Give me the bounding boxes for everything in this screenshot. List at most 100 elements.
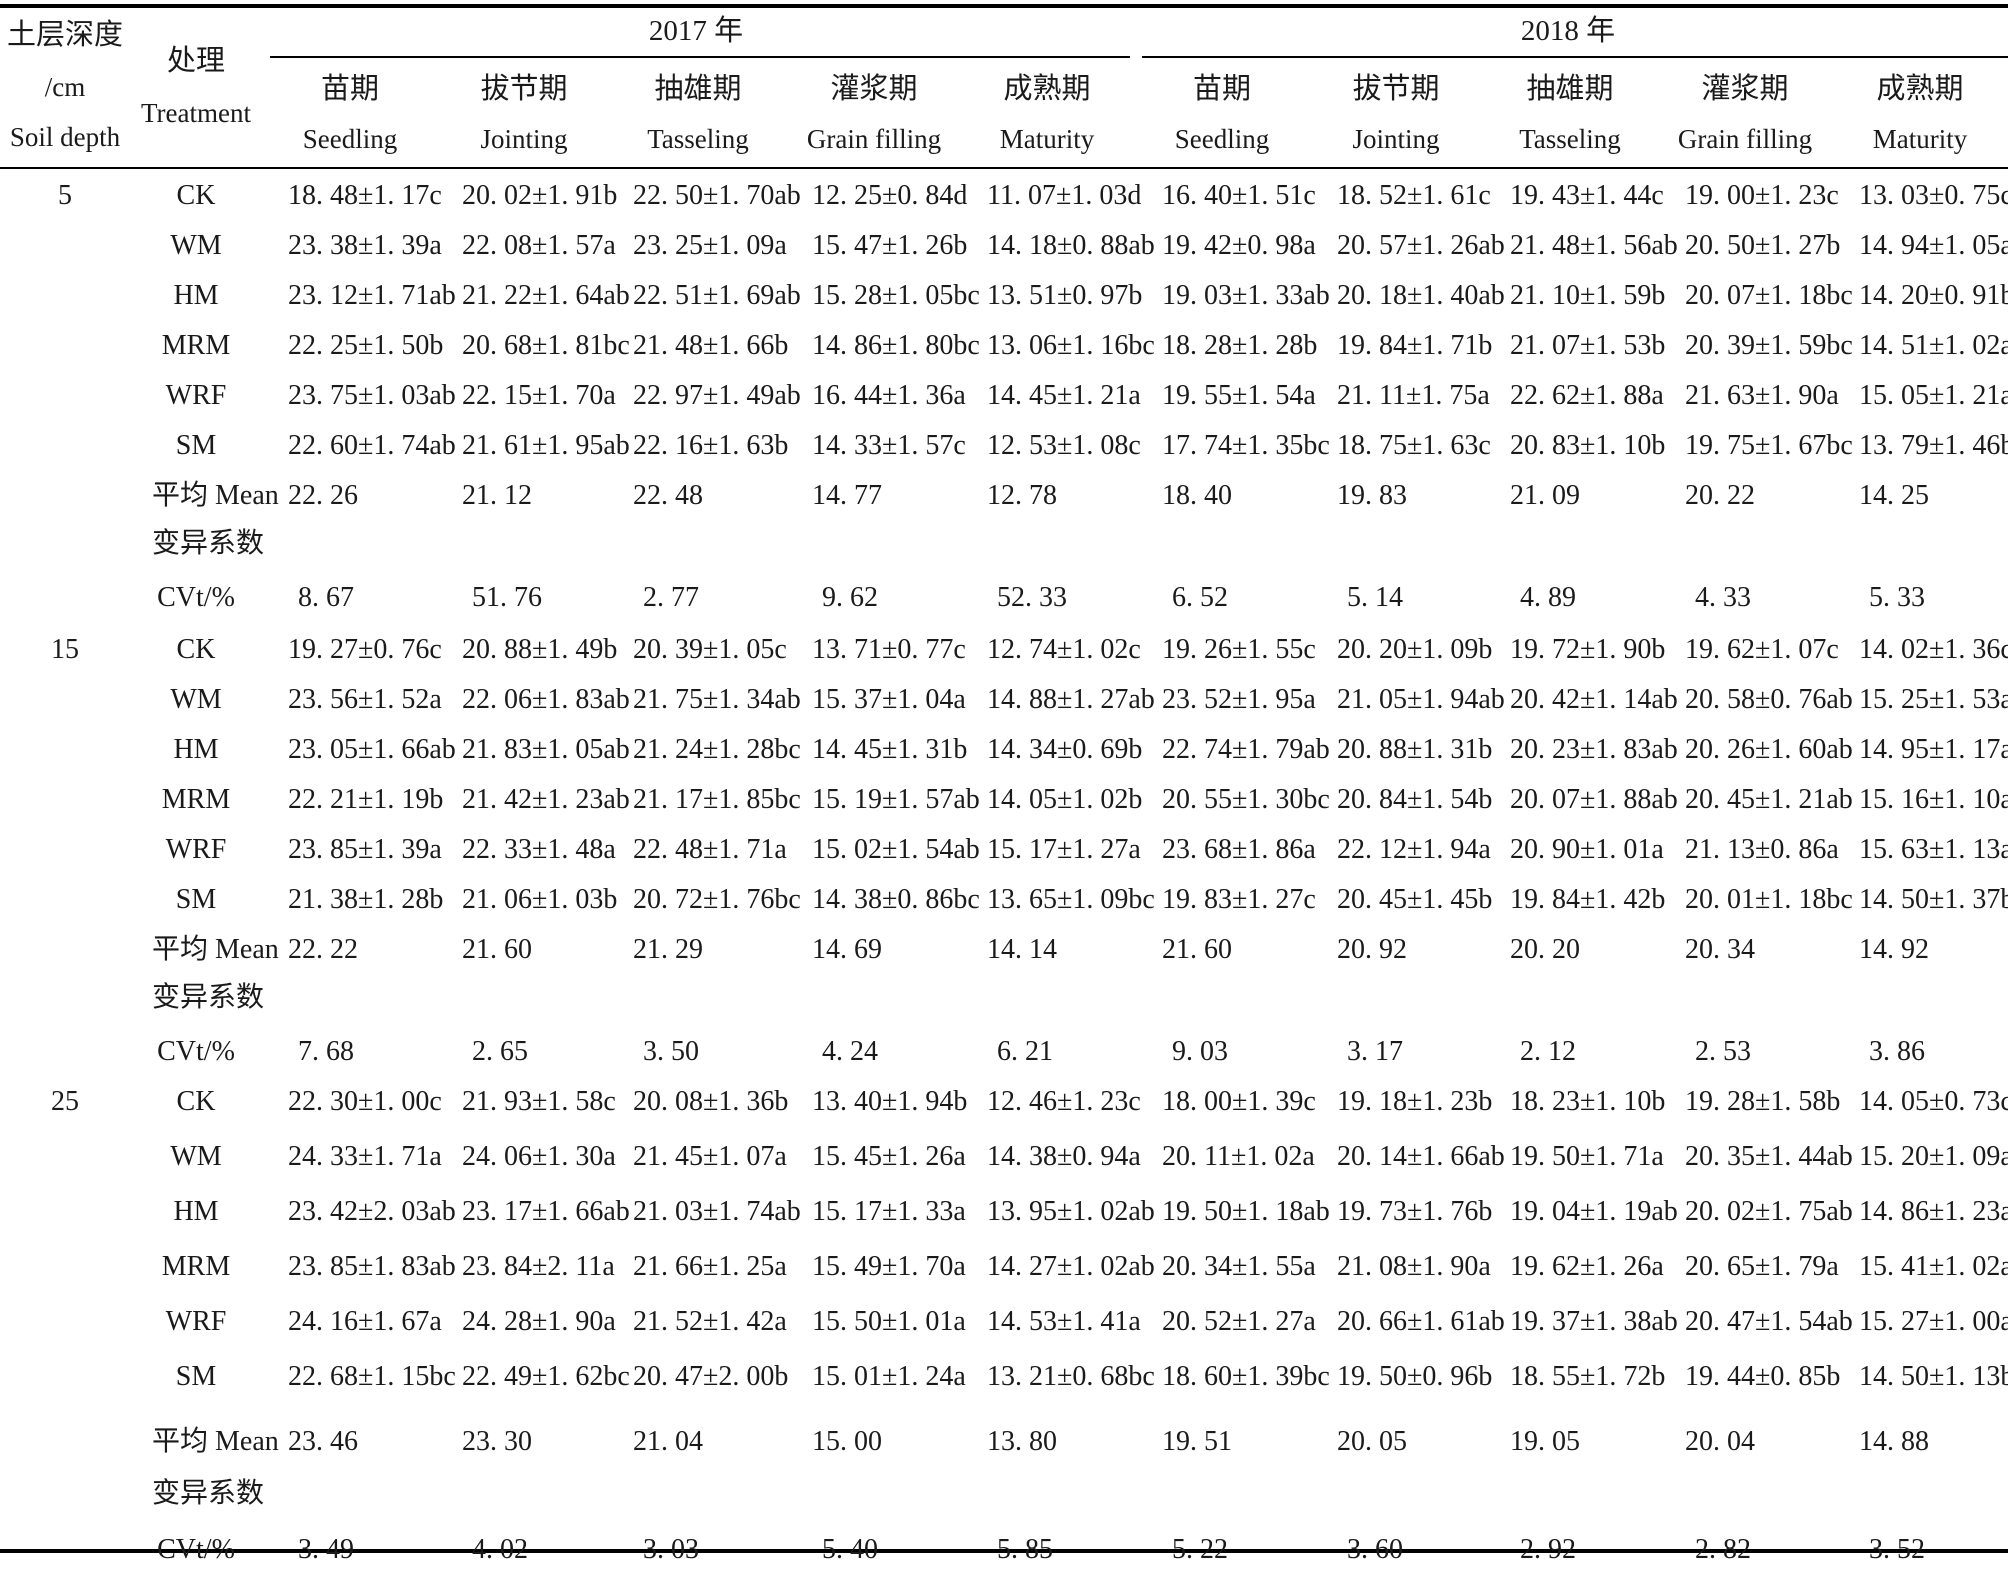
data-cell: 20. 08±1. 36b	[633, 1086, 789, 1117]
data-cell: 19. 37±1. 38ab	[1510, 1306, 1678, 1337]
data-cell: 15. 02±1. 54ab	[812, 834, 980, 865]
data-cell: 12. 74±1. 02c	[987, 634, 1141, 665]
cv-cell: 3. 49	[298, 1534, 354, 1565]
depth-header-unit: /cm	[44, 72, 86, 102]
data-cell: 14. 86±1. 23ab	[1859, 1196, 2008, 1227]
data-cell: 15. 05±1. 21a	[1859, 380, 2008, 411]
cv-label-en: CVt/%	[157, 1036, 235, 1067]
mean-cell: 15. 00	[812, 1426, 882, 1457]
data-cell: 19. 75±1. 67bc	[1685, 430, 1853, 461]
data-cell: 13. 03±0. 75c	[1859, 180, 2008, 211]
data-cell: 20. 39±1. 59bc	[1685, 330, 1853, 361]
depth-header-en: Soil depth	[9, 122, 121, 152]
data-cell: 20. 20±1. 09b	[1337, 634, 1493, 665]
data-cell: 21. 17±1. 85bc	[633, 784, 801, 815]
data-cell: 20. 02±1. 75ab	[1685, 1196, 1853, 1227]
treatment-label: HM	[173, 734, 219, 765]
data-cell: 12. 53±1. 08c	[987, 430, 1141, 461]
data-cell: 19. 84±1. 42b	[1510, 884, 1666, 915]
data-cell: 14. 05±0. 73c	[1859, 1086, 2008, 1117]
data-cell: 12. 25±0. 84d	[812, 180, 968, 211]
data-cell: 13. 65±1. 09bc	[987, 884, 1155, 915]
data-cell: 22. 33±1. 48a	[462, 834, 616, 865]
data-cell: 21. 07±1. 53b	[1510, 330, 1666, 361]
stage-header-cn: 灌浆期	[830, 73, 918, 105]
mean-cell: 21. 04	[633, 1426, 703, 1457]
data-cell: 19. 42±0. 98a	[1162, 230, 1316, 261]
cv-cell: 3. 03	[643, 1534, 699, 1565]
data-cell: 19. 26±1. 55c	[1162, 634, 1316, 665]
data-cell: 19. 28±1. 58b	[1685, 1086, 1841, 1117]
data-cell: 19. 84±1. 71b	[1337, 330, 1493, 361]
data-cell: 15. 41±1. 02a	[1859, 1251, 2008, 1282]
data-cell: 22. 48±1. 71a	[633, 834, 787, 865]
mean-cell: 21. 60	[462, 934, 532, 965]
mean-label: 平均 Mean	[152, 480, 279, 511]
data-cell: 19. 27±0. 76c	[288, 634, 442, 665]
mean-cell: 20. 34	[1685, 934, 1755, 965]
data-cell: 20. 35±1. 44ab	[1685, 1141, 1853, 1172]
mean-cell: 23. 30	[462, 1426, 532, 1457]
cv-cell: 9. 62	[822, 582, 878, 613]
stage-header-cn: 成熟期	[1003, 73, 1091, 105]
cv-cell: 4. 24	[822, 1036, 878, 1067]
data-cell: 21. 61±1. 95ab	[462, 430, 630, 461]
data-cell: 18. 00±1. 39c	[1162, 1086, 1316, 1117]
mean-label: 平均 Mean	[152, 934, 279, 965]
cv-label-cn: 变异系数	[152, 528, 265, 559]
data-cell: 18. 60±1. 39bc	[1162, 1361, 1330, 1392]
cv-cell: 5. 33	[1869, 582, 1925, 613]
cv-label-cn: 变异系数	[152, 1478, 265, 1509]
data-cell: 14. 94±1. 05ab	[1859, 230, 2008, 261]
data-cell: 19. 73±1. 76b	[1337, 1196, 1493, 1227]
data-cell: 14. 34±0. 69b	[987, 734, 1143, 765]
data-cell: 14. 50±1. 37bc	[1859, 884, 2008, 915]
mean-cell: 21. 29	[633, 934, 703, 965]
data-cell: 20. 23±1. 83ab	[1510, 734, 1678, 765]
data-cell: 13. 79±1. 46bc	[1859, 430, 2008, 461]
mean-cell: 22. 22	[288, 934, 358, 965]
treatment-label: MRM	[161, 330, 231, 361]
cv-cell: 3. 60	[1347, 1534, 1403, 1565]
data-cell: 19. 03±1. 33ab	[1162, 280, 1330, 311]
data-cell: 20. 58±0. 76ab	[1685, 684, 1853, 715]
cv-cell: 2. 92	[1520, 1534, 1576, 1565]
data-cell: 14. 18±0. 88ab	[987, 230, 1155, 261]
data-cell: 20. 68±1. 81bc	[462, 330, 630, 361]
data-cell: 18. 55±1. 72b	[1510, 1361, 1666, 1392]
data-cell: 21. 48±1. 56ab	[1510, 230, 1678, 261]
data-cell: 24. 33±1. 71a	[288, 1141, 442, 1172]
treatment-label: WRF	[165, 834, 227, 865]
data-cell: 21. 83±1. 05ab	[462, 734, 630, 765]
treatment-label: CK	[176, 1086, 216, 1117]
data-cell: 23. 17±1. 66ab	[462, 1196, 630, 1227]
data-cell: 20. 72±1. 76bc	[633, 884, 801, 915]
data-cell: 20. 88±1. 49b	[462, 634, 618, 665]
data-cell: 15. 25±1. 53ab	[1859, 684, 2008, 715]
cv-cell: 8. 67	[298, 582, 354, 613]
treatment-label: WM	[170, 1141, 222, 1172]
stage-header-cn: 抽雄期	[654, 73, 742, 105]
data-cell: 15. 63±1. 13a	[1859, 834, 2008, 865]
data-cell: 15. 17±1. 33a	[812, 1196, 966, 1227]
data-cell: 15. 45±1. 26a	[812, 1141, 966, 1172]
data-cell: 20. 11±1. 02a	[1162, 1141, 1315, 1172]
data-cell: 15. 37±1. 04a	[812, 684, 966, 715]
data-cell: 21. 22±1. 64ab	[462, 280, 630, 311]
data-cell: 14. 05±1. 02b	[987, 784, 1143, 815]
data-cell: 14. 45±1. 31b	[812, 734, 968, 765]
data-cell: 20. 34±1. 55a	[1162, 1251, 1316, 1282]
data-cell: 22. 97±1. 49ab	[633, 380, 801, 411]
data-cell: 14. 27±1. 02ab	[987, 1251, 1155, 1282]
stage-header-cn: 拔节期	[480, 73, 568, 105]
cv-cell: 5. 85	[997, 1534, 1053, 1565]
data-cell: 19. 00±1. 23c	[1685, 180, 1839, 211]
mean-cell: 22. 26	[288, 480, 358, 511]
cv-cell: 5. 14	[1347, 582, 1403, 613]
data-cell: 23. 75±1. 03ab	[288, 380, 456, 411]
cv-cell: 52. 33	[997, 582, 1067, 613]
depth-label: 15	[51, 634, 79, 665]
data-cell: 20. 88±1. 31b	[1337, 734, 1493, 765]
year-2018-rule	[1142, 56, 2008, 58]
data-cell: 23. 52±1. 95a	[1162, 684, 1316, 715]
